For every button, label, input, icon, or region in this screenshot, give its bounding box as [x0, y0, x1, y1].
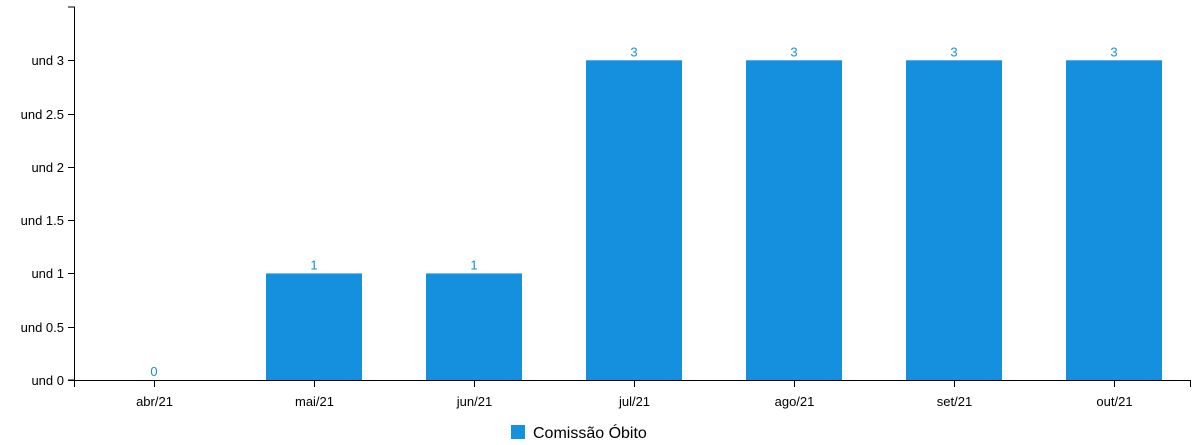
legend-label[interactable]: Comissão Óbito: [533, 423, 647, 442]
x-axis-line: [74, 380, 1191, 387]
x-tick-label: jun/21: [456, 394, 492, 409]
y-tick-label: und 2: [31, 160, 64, 175]
data-labels-layer: 0 1 1 3 3 3 3: [150, 44, 1117, 379]
bar-value-label: 3: [1110, 44, 1117, 59]
bar-value-label: 3: [950, 44, 957, 59]
x-tick-label: set/21: [937, 394, 972, 409]
y-tick-label: und 2.5: [21, 107, 64, 122]
y-tick-label: und 3: [31, 53, 64, 68]
y-axis: und 0 und 0.5 und 1 und 1.5 und 2 und 2.5 und …: [21, 6, 75, 388]
bar-value-label: 3: [790, 44, 797, 59]
bars-layer: [266, 60, 1162, 380]
bar[interactable]: [586, 60, 682, 380]
bar[interactable]: [1066, 60, 1162, 380]
y-tick-label: und 0.5: [21, 320, 64, 335]
x-tick-label: ago/21: [775, 394, 815, 409]
bar-value-label: 0: [150, 364, 157, 379]
x-tick-label: jul/21: [618, 394, 650, 409]
x-tick-label: abr/21: [136, 394, 173, 409]
y-tick-label: und 1: [31, 266, 64, 281]
bar-value-label: 1: [310, 257, 317, 272]
bar-value-label: 1: [470, 257, 477, 272]
x-axis: abr/21 mai/21 jun/21 jul/21 ago/21 set/21 out/…: [74, 380, 1191, 409]
legend-swatch[interactable]: [511, 425, 525, 439]
x-tick-label: out/21: [1096, 394, 1132, 409]
y-axis-line: [68, 6, 75, 381]
y-tick-label: und 0: [31, 373, 64, 388]
bar[interactable]: [746, 60, 842, 380]
bar[interactable]: [266, 273, 362, 380]
legend[interactable]: Comissão Óbito: [511, 423, 647, 442]
y-tick-label: und 1.5: [21, 213, 64, 228]
bar[interactable]: [426, 273, 522, 380]
bar[interactable]: [906, 60, 1002, 380]
bar-value-label: 3: [630, 44, 637, 59]
x-tick-label: mai/21: [295, 394, 334, 409]
